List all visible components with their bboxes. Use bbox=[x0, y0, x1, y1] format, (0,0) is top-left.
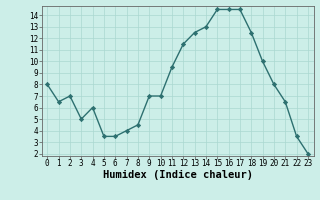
X-axis label: Humidex (Indice chaleur): Humidex (Indice chaleur) bbox=[103, 170, 252, 180]
